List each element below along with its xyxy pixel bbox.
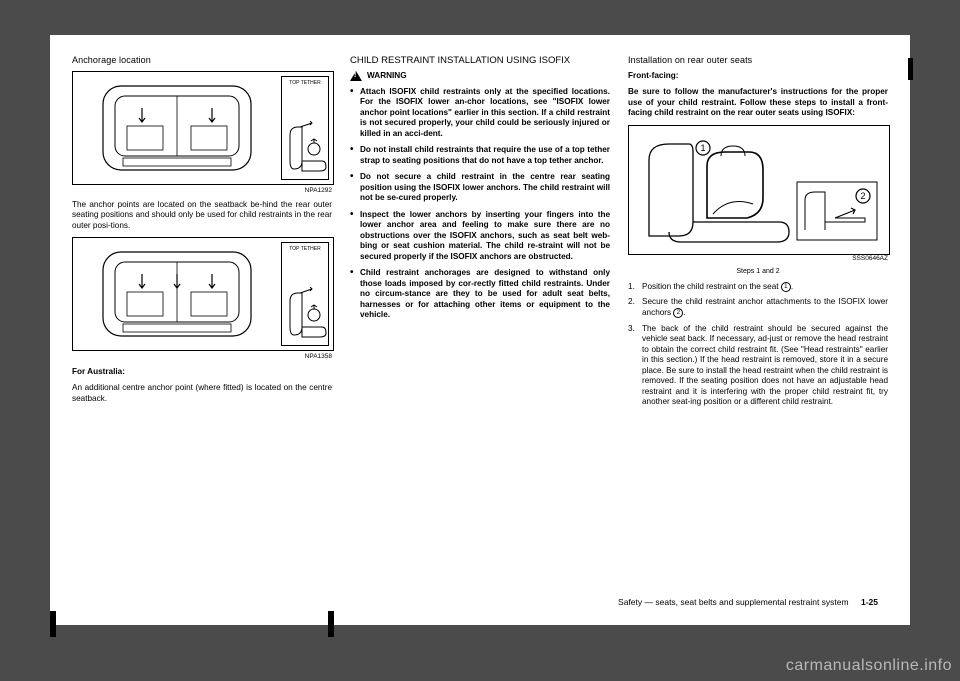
- watermark: carmanualsonline.info: [786, 657, 952, 675]
- install-heading: Installation on rear outer seats: [628, 55, 888, 67]
- figure-anchor-1: TOP TETHER: [72, 71, 334, 185]
- figure-code-2: NPA1358: [72, 353, 332, 361]
- circled-1: 1: [781, 282, 791, 292]
- crop-mark-left: [50, 611, 56, 637]
- column-1: Anchorage location TOP TETHER: [72, 55, 332, 609]
- figure-anchor-2: TOP TETHER: [72, 237, 334, 351]
- figure-caption-3: Steps 1 and 2: [628, 268, 888, 277]
- column-3: Installation on rear outer seats Front-f…: [628, 55, 888, 609]
- bullet-3: Do not secure a child restraint in the c…: [350, 172, 610, 204]
- footer-text: Safety — seats, seat belts and supplemen…: [618, 597, 849, 607]
- tether-inset-2: TOP TETHER: [281, 242, 329, 346]
- circled-2: 2: [673, 308, 683, 318]
- vehicle-rear-sketch-1: [79, 78, 275, 178]
- bullet-5: Child restraint anchorages are designed …: [350, 268, 610, 321]
- bullet-2: Do not install child restraints that req…: [350, 145, 610, 166]
- australia-label: For Australia:: [72, 367, 332, 378]
- vehicle-rear-sketch-2: [79, 244, 275, 344]
- install-intro: Be sure to follow the manufacturer's ins…: [628, 87, 888, 119]
- tether-inset-1: TOP TETHER: [281, 76, 329, 180]
- step-1: Position the child restraint on the seat…: [628, 282, 888, 293]
- anchor-para: The anchor points are located on the sea…: [72, 200, 332, 232]
- figure-carseat: 1 2: [628, 125, 890, 255]
- crop-mark-mid: [328, 611, 334, 637]
- australia-text: An additional centre anchor point (where…: [72, 383, 332, 404]
- warning-bullets: Attach ISOFIX child restraints only at t…: [350, 87, 610, 321]
- install-steps: Position the child restraint on the seat…: [628, 282, 888, 408]
- warning-row: WARNING: [350, 71, 610, 82]
- warning-icon: [350, 71, 362, 81]
- step-3: The back of the child restraint should b…: [628, 324, 888, 408]
- anchorage-heading: Anchorage location: [72, 55, 332, 67]
- svg-text:1: 1: [700, 143, 705, 153]
- manual-page: Anchorage location TOP TETHER: [50, 35, 910, 625]
- page-number: 1-25: [861, 597, 878, 607]
- svg-text:2: 2: [860, 191, 865, 201]
- bullet-1: Attach ISOFIX child restraints only at t…: [350, 87, 610, 140]
- tether-label: TOP TETHER: [289, 80, 320, 86]
- columns: Anchorage location TOP TETHER: [72, 55, 888, 609]
- front-facing-label: Front-facing:: [628, 71, 888, 82]
- figure-code-1: NPA1292: [72, 187, 332, 195]
- section-tab: [908, 58, 913, 80]
- step-2: Secure the child restraint anchor attach…: [628, 297, 888, 318]
- tether-label-2: TOP TETHER: [289, 246, 320, 252]
- bullet-4: Inspect the lower anchors by inserting y…: [350, 210, 610, 263]
- column-2: CHILD RESTRAINT INSTALLATION USING ISOFI…: [350, 55, 610, 609]
- warning-label: WARNING: [367, 71, 407, 82]
- isofix-heading: CHILD RESTRAINT INSTALLATION USING ISOFI…: [350, 55, 610, 67]
- footer: Safety — seats, seat belts and supplemen…: [618, 597, 878, 607]
